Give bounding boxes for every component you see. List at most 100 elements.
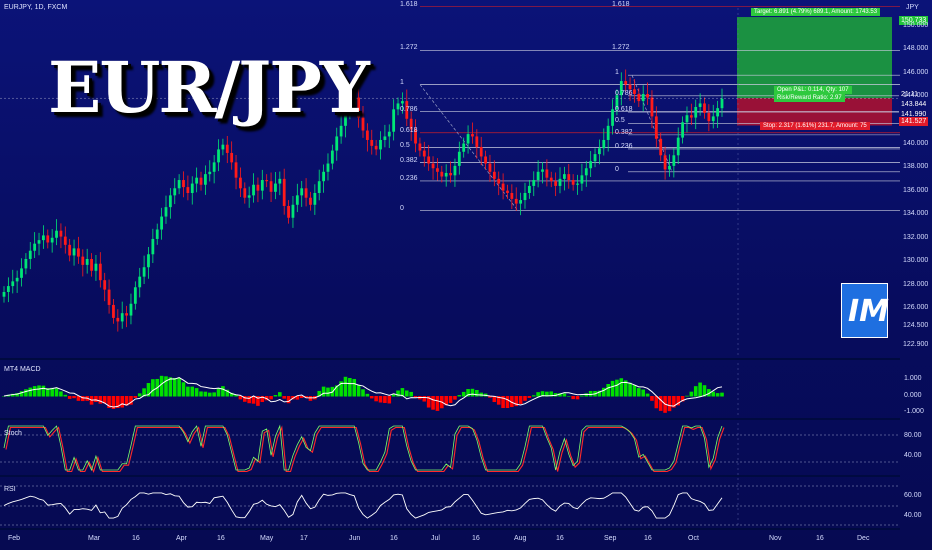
fib-right-label: 0 xyxy=(615,165,619,173)
candle-body xyxy=(260,180,264,191)
candle-body xyxy=(444,172,448,177)
candle-body xyxy=(182,180,185,188)
current-price-tag: 143.844 xyxy=(899,100,929,109)
candle-body xyxy=(129,303,133,316)
candle-body xyxy=(554,181,558,186)
candle-body xyxy=(379,139,382,150)
candle-body xyxy=(628,84,632,90)
candle-body xyxy=(348,104,352,111)
macd-bar xyxy=(339,381,343,397)
candle-body xyxy=(558,178,562,186)
price-axis-tick: 130.000 xyxy=(903,257,929,265)
macd-bar xyxy=(365,393,370,397)
macd-bar xyxy=(15,393,19,397)
candle-body xyxy=(234,162,238,178)
time-axis-tick: Apr xyxy=(176,535,187,542)
macd-bar xyxy=(409,391,413,397)
macd-bar xyxy=(269,396,273,400)
price-axis-tick: 148.000 xyxy=(903,45,929,53)
candle-body xyxy=(173,188,177,196)
candle-body xyxy=(523,192,527,201)
macd-bar xyxy=(413,396,418,398)
candle-body xyxy=(28,250,32,259)
macd-bar xyxy=(628,382,632,397)
candle-body xyxy=(94,263,98,271)
macd-bar xyxy=(37,385,41,397)
candle-body xyxy=(466,134,470,144)
time-axis-tick: Aug xyxy=(514,535,527,542)
macd-bar xyxy=(19,391,24,397)
macd-bar xyxy=(545,391,549,397)
macd-signal-line xyxy=(3,377,723,408)
macd-bar xyxy=(680,396,685,402)
stoch-d-line xyxy=(5,425,725,473)
candle-body xyxy=(208,171,212,175)
fib-right-label: 0.5 xyxy=(615,117,625,125)
macd-bar xyxy=(448,396,453,403)
big-title: EUR/JPY xyxy=(48,46,370,129)
macd-bar xyxy=(221,386,225,397)
candle-body xyxy=(418,143,422,151)
macd-bar xyxy=(234,394,238,397)
candle-body xyxy=(339,125,343,137)
macd-bar xyxy=(247,396,251,404)
macd-bar xyxy=(348,378,352,397)
time-axis-tick: Mar xyxy=(88,535,101,542)
candle-body xyxy=(646,94,649,98)
candle-body xyxy=(2,291,6,297)
macd-bar xyxy=(693,386,698,397)
price-axis-tick: 146.000 xyxy=(903,68,929,76)
candle-body xyxy=(147,254,150,268)
currency-label: JPY xyxy=(906,4,919,11)
macd-panel-name: MT4 MACD xyxy=(4,366,41,373)
macd-bar xyxy=(562,393,567,397)
macd-bar xyxy=(650,396,654,401)
macd-bar xyxy=(107,396,111,409)
candle-body xyxy=(116,317,120,322)
candle-body xyxy=(300,188,304,196)
candle-body xyxy=(265,180,269,182)
candle-body xyxy=(519,200,523,204)
rsi-line xyxy=(3,492,723,519)
candle-body xyxy=(46,235,50,243)
candle-body xyxy=(20,268,23,278)
macd-bar xyxy=(374,396,378,402)
candle-body xyxy=(195,177,199,184)
candle-body xyxy=(304,188,308,198)
fib-left-label: 1 xyxy=(400,78,404,86)
macd-bar xyxy=(76,396,81,401)
macd-tick: 0.000 xyxy=(904,392,922,399)
macd-bar xyxy=(225,389,230,397)
candle-body xyxy=(326,163,330,172)
macd-bar xyxy=(168,377,173,397)
candle-body xyxy=(514,198,518,204)
candle-body xyxy=(501,183,505,191)
candle-body xyxy=(562,174,566,179)
macd-bar xyxy=(404,390,409,397)
candle-body xyxy=(396,103,400,110)
macd-bar xyxy=(146,383,151,397)
macd-bar xyxy=(601,387,606,397)
macd-bar xyxy=(558,393,562,397)
macd-bar xyxy=(282,396,286,399)
risk-reward-label: Risk/Reward Ratio: 2.97 xyxy=(774,94,845,102)
macd-bar xyxy=(94,396,98,403)
price-axis-tick: 134.000 xyxy=(903,210,929,218)
price-axis-tick: 132.000 xyxy=(903,233,929,241)
candle-body xyxy=(313,192,317,205)
macd-bar xyxy=(461,391,466,397)
candle-body xyxy=(151,238,155,255)
fib-left-label: 1.618 xyxy=(400,0,418,8)
macd-bar xyxy=(63,394,68,397)
macd-bar xyxy=(98,396,103,404)
candle-body xyxy=(230,152,234,163)
macd-bar xyxy=(531,395,536,397)
candle-body xyxy=(239,177,242,189)
macd-bar xyxy=(116,396,120,409)
macd-bar xyxy=(102,396,107,404)
candle-body xyxy=(278,178,282,184)
macd-bar xyxy=(488,396,492,398)
macd-bar xyxy=(256,396,260,406)
candle-body xyxy=(624,81,628,85)
macd-bar xyxy=(238,396,243,400)
